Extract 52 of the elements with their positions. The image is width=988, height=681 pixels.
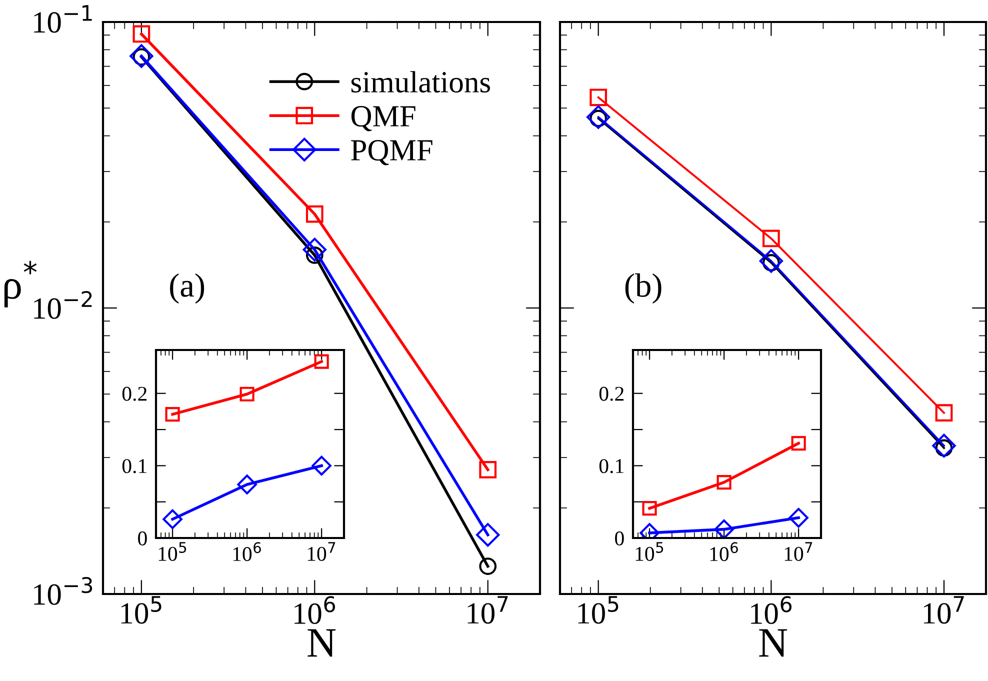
x-tick-label: 10$^{5}$	[636, 542, 664, 561]
legend-label: QMF	[351, 106, 416, 132]
point	[240, 386, 254, 402]
legend-label: PQMF	[351, 140, 432, 166]
point	[759, 249, 784, 273]
point	[586, 105, 610, 129]
point	[714, 519, 734, 538]
point	[479, 461, 497, 478]
y-tick-label: 0.2	[122, 386, 147, 401]
point	[642, 501, 657, 516]
y-tick-label: 0.1	[599, 459, 624, 474]
point	[762, 230, 780, 248]
point	[935, 404, 953, 422]
point	[932, 434, 956, 458]
x-tick-label: 10$^{6}$	[233, 542, 261, 562]
point	[716, 475, 732, 490]
y-tick-label: 10$^{−2}$	[34, 290, 92, 319]
point	[162, 509, 182, 530]
y-tick-label: 10$^{−3}$	[34, 576, 92, 605]
x-tick-label: 10$^{6}$	[751, 596, 792, 624]
point	[314, 354, 329, 369]
x-tick-label: 10$^{7}$	[784, 542, 812, 561]
point	[476, 523, 500, 547]
point	[132, 25, 150, 43]
annotation: (b)	[625, 273, 662, 304]
point	[302, 238, 326, 262]
y-tick-label: 0	[138, 531, 147, 546]
x-tick-label: 10$^{5}$	[578, 596, 618, 624]
x-tick-label: 10$^{5}$	[121, 596, 162, 624]
point	[791, 436, 806, 451]
point	[237, 474, 257, 494]
point	[590, 88, 608, 106]
x-axis-title: N	[759, 629, 788, 657]
x-tick-label: 10$^{7}$	[468, 596, 508, 624]
point	[479, 558, 497, 575]
x-axis-title: N	[308, 629, 336, 657]
y-tick-label: 0.2	[599, 386, 624, 401]
y-tick-label: 0.1	[122, 459, 146, 474]
y-tick-label: 10$^{−1}$	[34, 5, 92, 33]
point	[165, 407, 180, 422]
point	[312, 456, 332, 476]
x-tick-label: 10$^{7}$	[924, 596, 964, 624]
point	[306, 205, 324, 223]
x-tick-label: 10$^{6}$	[710, 542, 738, 562]
x-tick-label: 10$^{6}$	[294, 596, 335, 624]
point	[788, 508, 808, 528]
annotation: (a)	[170, 273, 204, 304]
legend-label: simulations	[351, 71, 490, 93]
x-tick-label: 10$^{7}$	[308, 542, 336, 561]
point	[130, 44, 154, 68]
y-tick-label: 0	[615, 531, 624, 546]
x-tick-label: 10$^{5}$	[158, 542, 186, 561]
